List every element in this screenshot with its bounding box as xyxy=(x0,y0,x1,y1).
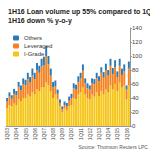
svg-text:0: 0 xyxy=(132,123,136,129)
svg-text:1Q11: 1Q11 xyxy=(78,128,84,140)
svg-text:1Q08: 1Q08 xyxy=(50,128,56,140)
svg-text:140: 140 xyxy=(132,25,143,31)
svg-text:1H16 down % y-o-y: 1H16 down % y-o-y xyxy=(8,17,72,25)
svg-text:80: 80 xyxy=(132,67,139,73)
svg-text:1Q04: 1Q04 xyxy=(13,128,19,140)
svg-text:1Q05: 1Q05 xyxy=(23,128,29,140)
svg-text:1Q12: 1Q12 xyxy=(87,128,93,140)
svg-text:1Q07: 1Q07 xyxy=(41,128,47,140)
svg-text:Others: Others xyxy=(24,35,42,41)
svg-text:120: 120 xyxy=(132,39,143,45)
svg-text:40: 40 xyxy=(132,95,139,101)
svg-text:20: 20 xyxy=(132,109,139,115)
svg-text:1Q09: 1Q09 xyxy=(59,128,65,140)
svg-text:1H16 Loan volume up 55% compar: 1H16 Loan volume up 55% compared to 1Q16… xyxy=(8,8,150,16)
svg-text:1Q16: 1Q16 xyxy=(124,128,130,140)
svg-text:I-Grade: I-Grade xyxy=(24,51,45,57)
svg-text:1Q03: 1Q03 xyxy=(4,128,10,140)
svg-text:1Q06: 1Q06 xyxy=(32,128,38,140)
svg-text:Leveraged: Leveraged xyxy=(24,43,52,49)
svg-text:1Q10: 1Q10 xyxy=(68,128,74,140)
svg-text:1Q14: 1Q14 xyxy=(105,128,111,140)
svg-text:60: 60 xyxy=(132,81,139,87)
svg-text:1Q13: 1Q13 xyxy=(96,128,102,140)
svg-text:100: 100 xyxy=(132,53,143,59)
svg-text:1Q15: 1Q15 xyxy=(114,128,120,140)
svg-text:Source: Thomson Reuters LPC: Source: Thomson Reuters LPC xyxy=(79,144,149,150)
